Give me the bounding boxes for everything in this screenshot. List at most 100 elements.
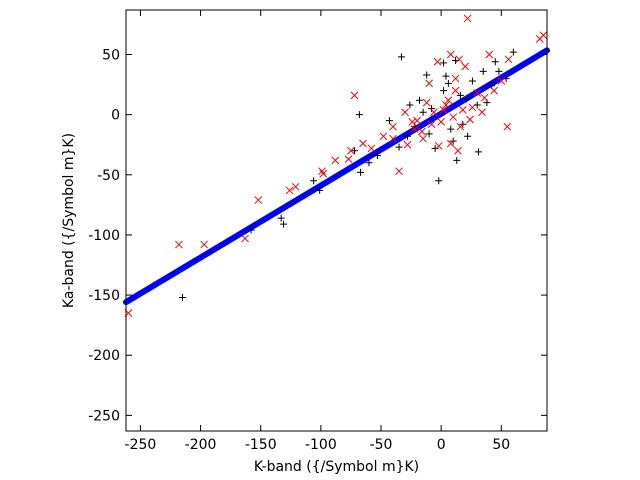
red-x-point <box>439 105 448 114</box>
black-plus-point <box>456 91 464 99</box>
black-plus-point <box>444 79 452 87</box>
red-x-point <box>359 139 367 148</box>
black-plus-point <box>419 108 427 116</box>
x-tick-label: 0 <box>437 437 446 453</box>
black-plus-series <box>179 48 517 301</box>
red-x-point <box>403 140 412 149</box>
red-x-point <box>418 127 426 136</box>
red-x-point <box>485 50 494 59</box>
y-tick-label: 0 <box>111 108 120 124</box>
red-x-point <box>451 86 460 95</box>
red-x-point <box>254 196 263 204</box>
black-plus-point <box>395 143 403 151</box>
black-plus-point <box>415 96 423 104</box>
black-plus-point <box>495 67 503 75</box>
x-tick-label: -150 <box>245 437 277 453</box>
red-x-point <box>473 89 482 97</box>
y-tick-label: -100 <box>88 228 120 244</box>
y-tick-label: 50 <box>102 48 120 64</box>
black-plus-point <box>440 59 448 67</box>
black-plus-point <box>406 101 414 109</box>
red-x-point <box>425 79 433 88</box>
red-x-point <box>433 57 442 66</box>
y-tick-label: -250 <box>88 408 120 424</box>
red-x-point <box>442 101 450 109</box>
red-x-point <box>408 118 417 126</box>
x-tick-label: -250 <box>125 437 157 453</box>
black-plus-point <box>442 72 450 80</box>
red-x-point <box>379 132 388 141</box>
red-x-point <box>389 134 397 143</box>
black-plus-point <box>453 156 461 164</box>
red-x-point <box>463 14 472 23</box>
red-x-point <box>331 156 340 165</box>
black-plus-point <box>428 105 436 113</box>
red-x-point <box>367 144 376 153</box>
x-tick-label: 50 <box>492 437 510 453</box>
black-plus-point <box>491 58 499 66</box>
black-plus-point <box>179 293 187 301</box>
black-plus-point <box>355 111 363 119</box>
y-tick-label: -200 <box>88 348 120 364</box>
red-x-point <box>285 186 294 195</box>
black-plus-point <box>440 87 448 95</box>
black-plus-point <box>373 152 381 160</box>
black-plus-point <box>397 53 405 61</box>
red-x-point <box>175 240 183 249</box>
black-plus-point <box>468 77 476 85</box>
black-plus-point <box>247 226 255 234</box>
black-plus-point <box>462 95 470 103</box>
red-x-point <box>461 62 470 71</box>
black-plus-point <box>385 117 393 125</box>
red-x-point <box>419 134 427 143</box>
black-plus-point <box>310 177 318 185</box>
black-plus-point <box>435 177 443 185</box>
black-plus-point <box>431 144 439 152</box>
y-axis-label: Ka-band ({/Symbol m}K) <box>61 133 77 308</box>
x-tick-label: -50 <box>370 437 393 453</box>
red-x-point <box>318 167 326 176</box>
black-plus-point <box>316 186 324 194</box>
red-x-point <box>347 146 355 155</box>
blue-series-band <box>123 47 550 306</box>
red-x-point <box>497 77 506 85</box>
red-x-point <box>466 115 474 124</box>
red-x-point <box>241 234 249 243</box>
red-x-point <box>444 96 453 105</box>
red-x-point <box>504 55 513 64</box>
black-plus-point <box>474 148 482 156</box>
black-plus-point <box>280 220 288 228</box>
red-x-point <box>200 240 209 249</box>
black-plus-point <box>423 71 431 79</box>
red-x-point <box>427 120 436 129</box>
x-axis-label: K-band ({/Symbol m}K) <box>254 459 419 475</box>
red-x-point <box>454 146 462 155</box>
red-x-point <box>319 169 328 178</box>
red-x-point <box>395 167 403 176</box>
red-x-series <box>124 14 548 317</box>
black-plus-point <box>403 132 411 140</box>
red-x-point <box>291 182 300 191</box>
plot-frame <box>125 9 548 432</box>
red-x-point <box>446 50 455 59</box>
y-tick-label: -150 <box>88 288 120 304</box>
axis-ticks: -250 -200 -150 -100 -50 0 50 -250 -200 -150 -100 -5… <box>88 10 547 453</box>
red-x-point <box>539 31 548 40</box>
black-plus-point <box>447 125 455 133</box>
red-x-point <box>490 86 498 95</box>
red-x-point <box>410 125 419 133</box>
black-plus-point <box>464 132 472 140</box>
red-x-point <box>455 55 464 64</box>
black-plus-point <box>357 168 365 176</box>
y-tick-label: -50 <box>97 168 120 184</box>
red-x-point <box>350 91 359 100</box>
x-tick-label: -200 <box>185 437 217 453</box>
red-x-point <box>422 98 431 107</box>
red-x-point <box>401 108 409 117</box>
red-x-point <box>446 139 455 148</box>
blue-band-line <box>123 47 550 306</box>
red-x-point <box>413 116 421 125</box>
black-plus-point <box>479 67 487 75</box>
black-plus-point <box>509 48 517 56</box>
